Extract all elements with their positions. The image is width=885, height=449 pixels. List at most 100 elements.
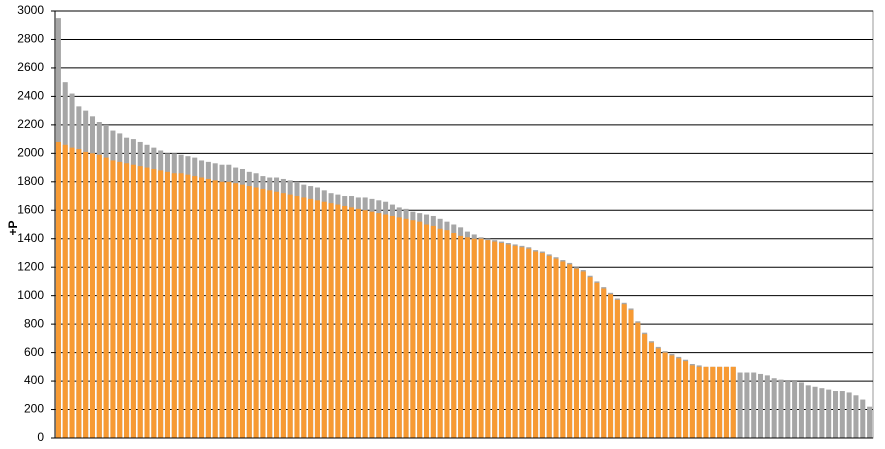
bar [512, 245, 518, 438]
bar [533, 251, 539, 438]
bar [239, 184, 245, 438]
bar [846, 392, 852, 438]
bar [587, 277, 593, 438]
bar [655, 348, 661, 438]
y-tick-label: 800 [24, 316, 44, 330]
bar [744, 372, 750, 438]
bar [662, 352, 668, 438]
bar [130, 164, 136, 438]
bar [792, 381, 798, 438]
bar [178, 173, 184, 438]
bar [349, 207, 355, 438]
bar [839, 391, 845, 438]
bar [403, 218, 409, 438]
bar [151, 168, 157, 439]
bar [164, 171, 170, 438]
bar [628, 309, 634, 438]
bar [601, 288, 607, 438]
bar [294, 196, 300, 438]
bar [89, 153, 96, 439]
bar [308, 198, 314, 438]
bar [737, 372, 743, 438]
bar [158, 170, 164, 438]
bar [608, 294, 614, 438]
bar [819, 388, 825, 438]
bar [423, 224, 430, 438]
bar [103, 157, 109, 438]
bar [383, 214, 389, 438]
bar [853, 395, 859, 438]
bar [301, 197, 307, 438]
y-tick-label: 3000 [17, 3, 44, 17]
bar [498, 243, 505, 438]
bar [860, 399, 866, 438]
y-tick-label: 1000 [17, 288, 44, 302]
bar [328, 203, 334, 438]
bar [832, 391, 839, 438]
bar [471, 238, 477, 438]
bar [703, 366, 709, 438]
y-tick-label: 2000 [17, 146, 44, 160]
bar [867, 406, 873, 438]
bar [683, 361, 689, 438]
bar [192, 176, 198, 438]
y-tick-label: 2200 [17, 117, 44, 131]
bar [144, 167, 150, 439]
bar [410, 220, 416, 438]
bar [376, 213, 382, 438]
bar [267, 190, 273, 438]
bar [335, 204, 341, 438]
bar [798, 382, 804, 438]
bar [594, 282, 600, 438]
bar [492, 241, 498, 438]
bar [233, 183, 239, 438]
bar [274, 191, 280, 438]
bar [764, 375, 770, 438]
bar [826, 389, 832, 438]
y-tick-label: 0 [37, 430, 44, 444]
bar [560, 261, 566, 438]
bar [253, 187, 259, 438]
bar [96, 154, 102, 439]
bar [519, 247, 525, 438]
bar [758, 373, 764, 438]
bar [287, 194, 293, 438]
y-tick-label: 1400 [17, 231, 44, 245]
y-tick-label: 400 [24, 373, 44, 387]
y-tick-label: 2600 [17, 60, 44, 74]
bar [621, 304, 627, 438]
bar [260, 188, 266, 438]
bar [710, 366, 716, 438]
bar [689, 365, 695, 438]
y-tick-label: 2800 [17, 32, 44, 46]
bar [464, 237, 470, 438]
bar [110, 160, 116, 438]
bar [771, 378, 777, 438]
bar [553, 258, 559, 438]
bar [696, 366, 702, 438]
bar [396, 217, 402, 438]
bar [648, 342, 654, 438]
bar [676, 358, 682, 438]
bar [430, 225, 436, 438]
bar [478, 238, 484, 438]
bar [355, 208, 361, 438]
bar [751, 372, 757, 438]
bar [567, 264, 573, 438]
y-tick-label: 2400 [17, 89, 44, 103]
bar [451, 233, 457, 438]
bar [669, 355, 675, 438]
bar [389, 215, 395, 438]
bar [226, 181, 232, 439]
bar [205, 178, 211, 438]
bar [62, 144, 68, 438]
bar [437, 228, 443, 438]
y-tick-label: 1200 [17, 259, 44, 273]
bar [723, 366, 729, 438]
bar [212, 180, 218, 439]
plot-area [54, 10, 874, 439]
y-tick-label: 1600 [17, 202, 44, 216]
bar [614, 299, 620, 438]
bar [219, 181, 225, 439]
